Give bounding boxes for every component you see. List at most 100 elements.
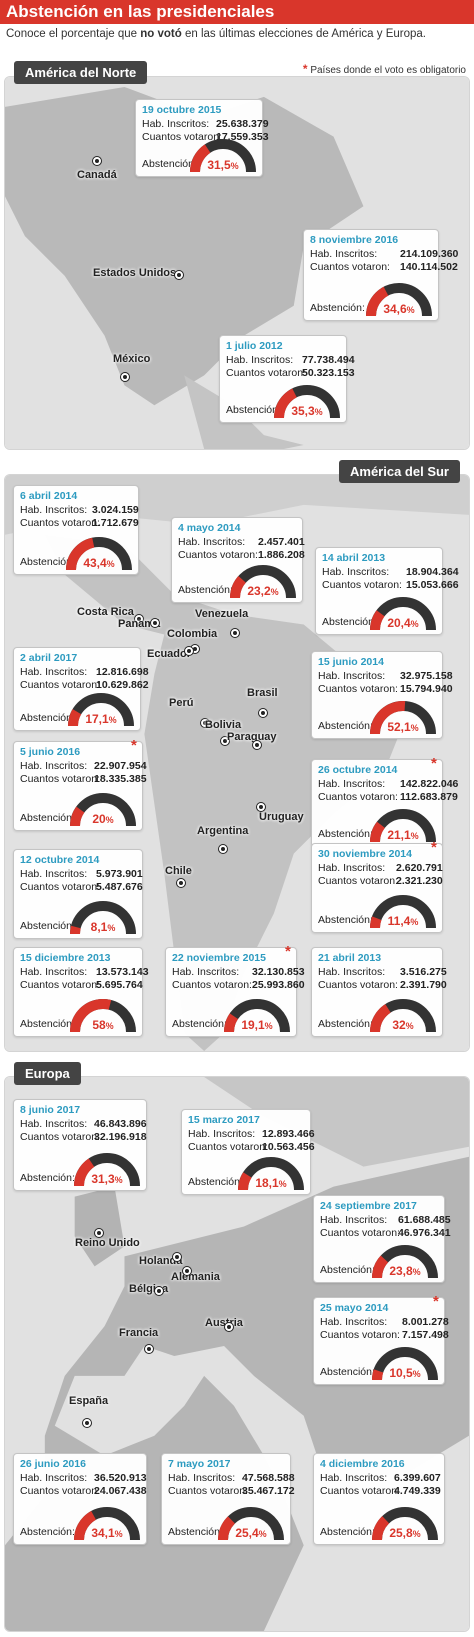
gauge-arc [238,1157,304,1191]
abstencion-label: Abstención: [320,1526,375,1538]
abstention-value: 17,1 [85,712,109,726]
subtitle-text: Conoce el porcentaje que [6,28,141,40]
inscritos-label: Hab. Inscritos: [318,966,386,978]
abstencion-label: Abstención: [168,1526,223,1538]
gauge-arc [370,895,436,929]
inscritos-value: 32.130.853 [252,966,305,978]
gauge-fill [366,286,389,317]
location-dot [95,1229,103,1237]
percent-sign: % [412,1529,421,1539]
abstencion-label: Abstención: [178,584,233,596]
votaron-value: 140.114.502 [400,261,458,273]
mandatory-star-icon: * [431,755,437,772]
percent-sign: % [106,559,115,569]
election-card: 30 noviembre 2014 Hab. Inscritos: Cuantos … [311,843,443,933]
city-label: México [113,353,151,365]
abstencion-label: Abstención: [320,1264,375,1276]
abstention-gauge: 10,5% [372,1346,438,1382]
abstention-gauge: 34,6% [366,282,432,318]
abstention-value: 31,5 [207,158,231,172]
inscritos-label: Hab. Inscritos: [318,670,386,682]
votaron-value: 15.794.940 [400,683,453,695]
gauge-arc [274,385,340,419]
election-date: 12 octubre 2014 [20,854,100,866]
inscritos-label: Hab. Inscritos: [20,1118,88,1130]
inscritos-value: 18.904.364 [406,566,459,578]
votaron-value: 46.976.341 [398,1227,451,1239]
abstention-value: 52,1 [387,720,411,734]
abstention-percent: 52,1% [370,720,436,734]
gauge-arc [66,537,132,571]
election-card: 7 mayo 2017 Hab. Inscritos: Cuantos votaro… [161,1453,295,1545]
election-card: 19 octubre 2015 Hab. Inscritos: Cuantos vo… [135,99,269,177]
votaron-value: 24.067.438 [94,1485,147,1497]
percent-sign: % [107,923,116,933]
gauge-fill [224,1013,239,1033]
election-date: 30 noviembre 2014 [318,848,412,860]
city-label: Costa Rica [77,606,134,618]
abstention-percent: 19,1% [224,1018,290,1032]
abstencion-label: Abstención: [172,1018,227,1030]
percent-sign: % [314,407,323,417]
votaron-value: 25.993.860 [252,979,305,991]
inscritos-label: Hab. Inscritos: [320,1472,388,1484]
election-card: 8 junio 2017 Hab. Inscritos: Cuantos votar… [13,1099,147,1191]
abstencion-label: Abstención: [318,828,373,840]
votaron-label: Cuantos votaron: [318,791,398,803]
gauge-arc [370,809,436,843]
abstencion-label: Abstención: [142,158,197,170]
percent-sign: % [114,1529,123,1539]
election-date: 8 noviembre 2016 [310,234,399,246]
abstention-percent: 34,6% [366,302,432,316]
votaron-label: Cuantos votaron: [310,261,390,273]
inscritos-value: 13.573.143 [96,966,149,978]
abstention-percent: 31,5% [190,158,256,172]
votaron-label: Cuantos votaron: [20,979,100,991]
election-date: 25 mayo 2014 [320,1302,389,1314]
election-card: 26 octubre 2014 Hab. Inscritos: Cuantos vo… [311,759,458,847]
abstention-percent: 20% [70,812,136,826]
page-subtitle: Conoce el porcentaje que no votó en las … [6,28,426,40]
election-date: 5 junio 2016 [20,746,81,758]
abstention-percent: 31,3% [74,1172,140,1186]
inscritos-label: Hab. Inscritos: [320,1214,388,1226]
inscritos-value: 3.516.275 [400,966,447,978]
percent-sign: % [258,1529,267,1539]
abstention-percent: 23,2% [230,584,296,598]
votaron-value: 1.886.208 [258,549,305,561]
election-card: 22 noviembre 2015 Hab. Inscritos: Cuantos … [165,947,305,1037]
gauge-track [70,901,136,935]
election-card: 14 abril 2013 Hab. Inscritos: Cuantos vota… [315,547,459,635]
election-date: 15 junio 2014 [318,656,384,668]
location-dot [185,647,193,655]
votaron-label: Cuantos votaron: [318,683,398,695]
abstention-gauge: 19,1% [224,998,290,1034]
inscritos-label: Hab. Inscritos: [320,1316,388,1328]
abstention-value: 20,4 [387,616,411,630]
abstention-percent: 58% [70,1018,136,1032]
abstention-percent: 43,4% [66,556,132,570]
abstention-value: 23,2 [247,584,271,598]
percent-sign: % [270,587,279,597]
location-dot [155,1287,163,1295]
inscritos-value: 5.973.901 [96,868,143,880]
location-dot [201,719,209,727]
election-card: 21 abril 2013 Hab. Inscritos: Cuantos vota… [311,947,447,1037]
election-card: 15 junio 2014 Hab. Inscritos: Cuantos vota… [311,651,453,739]
abstention-value: 21,1 [387,828,411,842]
gauge-arc [74,1507,140,1541]
votaron-value: 2.391.790 [400,979,447,991]
location-dot [121,373,129,381]
abstention-gauge: 43,4% [66,536,132,572]
inscritos-value: 214.109.360 [400,248,459,260]
abstention-percent: 35,3% [274,404,340,418]
inscritos-value: 61.688.485 [398,1214,451,1226]
location-dot [253,741,261,749]
votaron-label: Cuantos votaron: [168,1485,248,1497]
abstention-percent: 20,4% [370,616,436,630]
city-label: Reino Unido [75,1237,140,1249]
gauge-fill [274,388,298,419]
abstention-value: 31,3 [91,1172,115,1186]
election-card: 15 diciembre 2013 Hab. Inscritos: Cuantos … [13,947,149,1037]
abstention-percent: 11,4% [370,914,436,928]
